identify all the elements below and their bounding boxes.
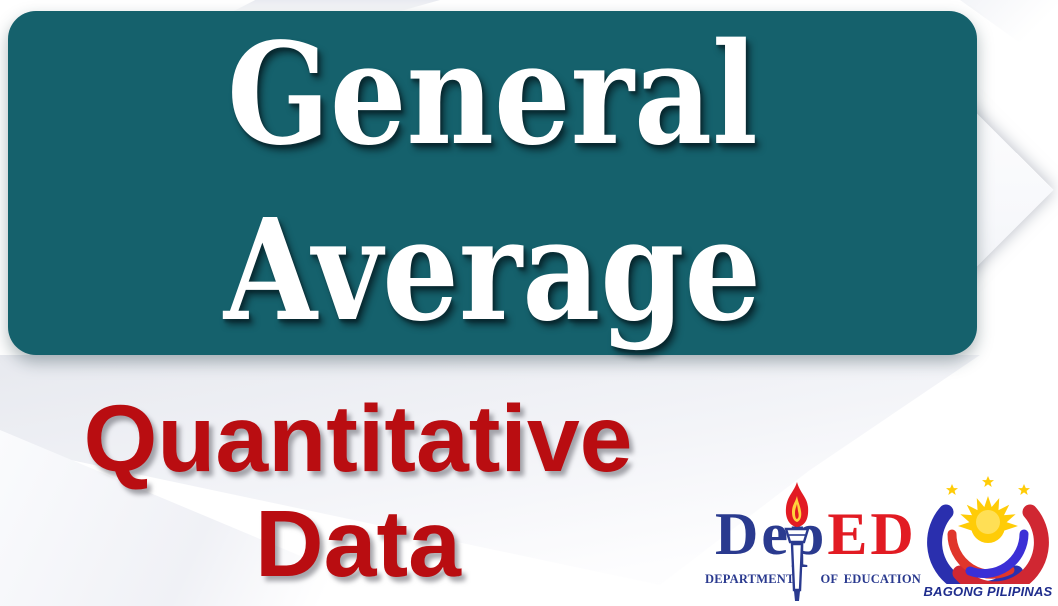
bagong-pilipinas-emblem-icon: [927, 476, 1049, 584]
deped-logo: DepED DEPARTMENT OF EDUCATION: [705, 478, 923, 606]
deped-word-ed: ED: [827, 501, 917, 567]
title-line-2: Average: [223, 189, 762, 353]
subtitle-line-2: Data: [255, 490, 461, 597]
bagong-pilipinas-logo: BAGONG PILIPINAS: [922, 474, 1054, 604]
deped-tagline: DEPARTMENT OF EDUCATION: [705, 572, 921, 587]
deped-tagline-of: OF: [820, 572, 839, 586]
subtitle-line-1: Quantitative: [83, 386, 633, 492]
background-stripe-top: [230, 0, 440, 13]
torch-icon: [784, 482, 810, 601]
title-line-1: General: [227, 12, 758, 177]
deped-wordmark: DepED: [715, 504, 917, 564]
sun-icon: [958, 496, 1018, 543]
bagong-pilipinas-label: BAGONG PILIPINAS: [923, 584, 1053, 599]
title-banner: General Average: [8, 11, 977, 355]
deped-tagline-education: EDUCATION: [843, 572, 921, 586]
subtitle: Quantitative Data: [8, 387, 708, 596]
deped-word-de: De: [715, 501, 791, 567]
page-title: General Average: [224, 7, 761, 360]
deped-tagline-department: DEPARTMENT: [705, 572, 795, 586]
